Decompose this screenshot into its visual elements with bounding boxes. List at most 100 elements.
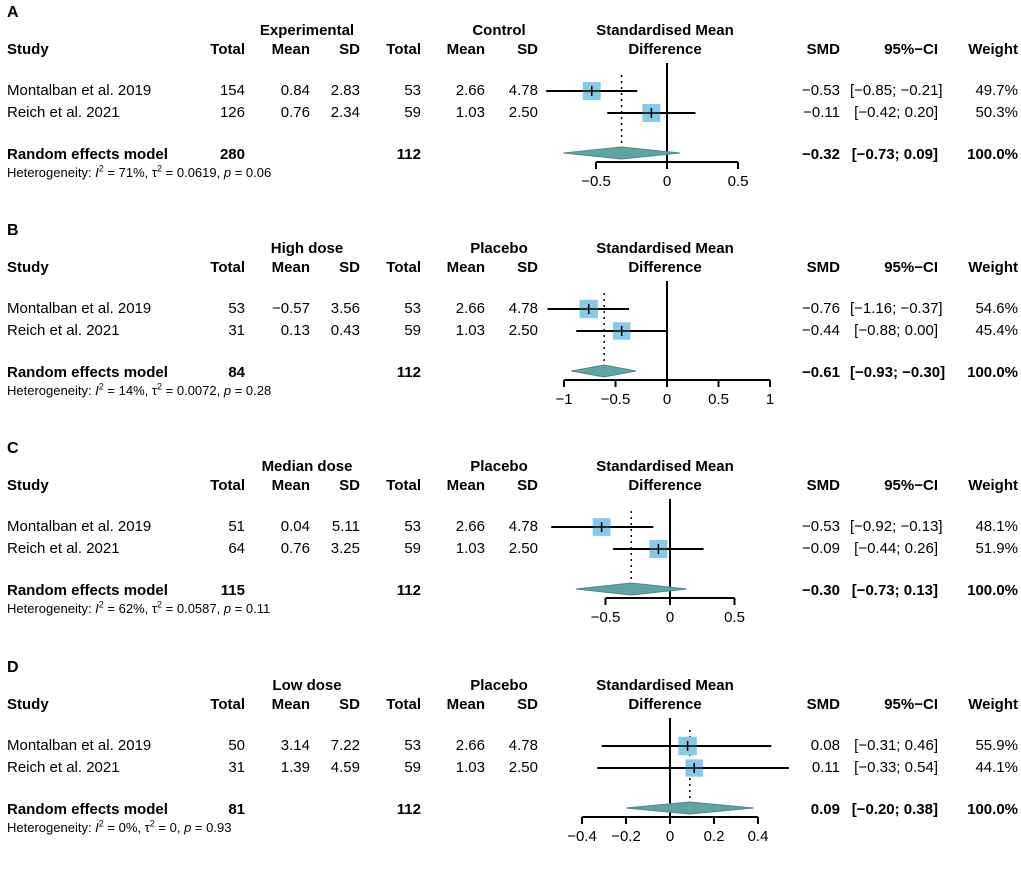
- forest-panel-c: C Median dose Placebo Standardised Mean …: [0, 436, 1021, 652]
- col-ctl-total-header: Total: [386, 477, 421, 494]
- col-ctl-mean-header: Mean: [446, 477, 485, 494]
- heterogeneity-text: Heterogeneity: I2 = 71%, τ2 = 0.0619, p …: [7, 163, 271, 181]
- col-smd-header: SMD: [806, 696, 840, 713]
- col-ctl-sd-header: SD: [517, 41, 538, 58]
- het-i2: = 14%,: [103, 383, 152, 398]
- exp-mean: 0.04: [280, 518, 310, 535]
- col-ctl-sd-header: SD: [517, 259, 538, 276]
- exp-mean: 0.76: [280, 540, 310, 557]
- col-weight-header: Weight: [968, 477, 1018, 494]
- model-smd: −0.30: [802, 582, 840, 599]
- exp-total: 154: [219, 82, 245, 99]
- plot-title-line1: Standardised Mean: [596, 458, 734, 475]
- het-i-symbol: I: [95, 383, 99, 398]
- col-ctl-mean-header: Mean: [446, 41, 485, 58]
- ctl-total: 53: [404, 518, 421, 535]
- model-weight: 100.0%: [967, 582, 1018, 599]
- col-smd-header: SMD: [806, 259, 840, 276]
- study-ci: [−0.33; 0.54]: [854, 759, 938, 776]
- col-exp-mean-header: Mean: [271, 259, 310, 276]
- study-ci: [−0.92; −0.13]: [850, 518, 943, 535]
- het-tau2-sup: 2: [157, 163, 163, 174]
- plot-title-line2: Difference: [628, 696, 702, 713]
- model-ctl-total: 112: [396, 146, 421, 163]
- het-p-symbol: p: [223, 383, 232, 398]
- het-i2-sup: 2: [98, 163, 104, 174]
- model-name: Random effects model: [7, 364, 168, 381]
- het-p: = 0.11: [231, 601, 271, 616]
- plot-title-line1: Standardised Mean: [596, 240, 734, 257]
- het-p: = 0.28: [231, 383, 272, 398]
- ctl-mean: 2.66: [455, 518, 485, 535]
- col-ci-header: 95%−CI: [884, 477, 938, 494]
- exp-total: 64: [228, 540, 245, 557]
- col-exp-sd-header: SD: [339, 696, 360, 713]
- control-group-title: Placebo: [470, 240, 528, 257]
- x-tick-label: 0.5: [724, 609, 745, 626]
- plot-title-line2: Difference: [628, 41, 702, 58]
- model-name: Random effects model: [7, 801, 168, 818]
- col-exp-sd-header: SD: [339, 477, 360, 494]
- x-tick-label: −0.2: [611, 828, 641, 845]
- x-tick-label: 1: [765, 391, 775, 408]
- control-group-title: Control: [472, 22, 526, 39]
- study-weight: 44.1%: [975, 759, 1018, 776]
- panel-label: B: [7, 222, 19, 239]
- ctl-mean: 2.66: [455, 82, 485, 99]
- col-weight-header: Weight: [968, 41, 1018, 58]
- ctl-total: 59: [404, 540, 421, 557]
- col-exp-mean-header: Mean: [271, 696, 310, 713]
- exp-total: 126: [219, 104, 245, 121]
- x-tick-label: 0.5: [727, 173, 749, 190]
- col-ctl-total-header: Total: [386, 259, 421, 276]
- heterogeneity-text: Heterogeneity: I2 = 0%, τ2 = 0, p = 0.93: [7, 819, 231, 836]
- study-weight: 48.1%: [975, 518, 1018, 535]
- ctl-total: 53: [404, 737, 421, 754]
- het-prefix: Heterogeneity:: [7, 165, 96, 180]
- study-ci: [−0.88; 0.00]: [854, 322, 938, 339]
- exp-mean: −0.57: [272, 300, 310, 317]
- ctl-total: 53: [404, 82, 421, 99]
- study-weight: 54.6%: [975, 300, 1018, 317]
- study-name: Reich et al. 2021: [7, 759, 120, 776]
- study-ci: [−1.16; −0.37]: [850, 300, 943, 317]
- pooled-diamond: [625, 801, 754, 815]
- col-ci-header: 95%−CI: [884, 259, 938, 276]
- model-ctl-total: 112: [396, 801, 421, 818]
- experimental-group-title: Median dose: [261, 458, 353, 475]
- model-exp-total: 84: [228, 364, 245, 381]
- pooled-diamond: [563, 146, 680, 160]
- model-exp-total: 280: [219, 146, 245, 163]
- forest-plot-area: [546, 63, 739, 169]
- ctl-total: 53: [404, 300, 421, 317]
- exp-mean: 0.13: [280, 322, 310, 339]
- model-weight: 100.0%: [967, 364, 1018, 381]
- col-study-header: Study: [7, 41, 49, 58]
- model-ctl-total: 112: [396, 364, 421, 381]
- study-weight: 49.7%: [975, 82, 1018, 99]
- het-tau2: = 0.0072,: [162, 383, 224, 398]
- het-tau2: = 0.0619,: [162, 165, 224, 180]
- heterogeneity-text: Heterogeneity: I2 = 62%, τ2 = 0.0587, p …: [7, 600, 271, 617]
- model-weight: 100.0%: [967, 146, 1018, 163]
- ctl-mean: 1.03: [455, 540, 485, 557]
- het-tau2: = 0.0587,: [162, 601, 224, 616]
- het-i2: = 71%,: [103, 165, 152, 180]
- exp-mean: 0.84: [280, 82, 310, 99]
- study-smd: −0.11: [803, 104, 840, 121]
- het-prefix: Heterogeneity:: [7, 601, 96, 616]
- het-i2: = 0%,: [103, 820, 145, 835]
- ctl-mean: 1.03: [455, 759, 485, 776]
- x-tick-label: 0.2: [703, 828, 725, 845]
- col-ctl-total-header: Total: [386, 41, 421, 58]
- x-tick-label: −0.4: [567, 828, 597, 845]
- ctl-sd: 2.50: [508, 322, 538, 339]
- x-tick-label: 0: [662, 391, 672, 408]
- plot-title-line1: Standardised Mean: [596, 677, 734, 694]
- panel-label: C: [7, 440, 19, 457]
- model-smd: −0.32: [802, 146, 840, 163]
- forest-plot-area: [581, 718, 789, 824]
- col-study-header: Study: [7, 259, 49, 276]
- col-smd-header: SMD: [806, 41, 840, 58]
- experimental-group-title: Low dose: [272, 677, 342, 694]
